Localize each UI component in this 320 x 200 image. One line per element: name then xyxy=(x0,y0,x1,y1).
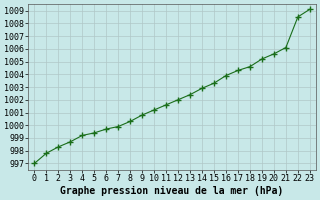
X-axis label: Graphe pression niveau de la mer (hPa): Graphe pression niveau de la mer (hPa) xyxy=(60,186,284,196)
